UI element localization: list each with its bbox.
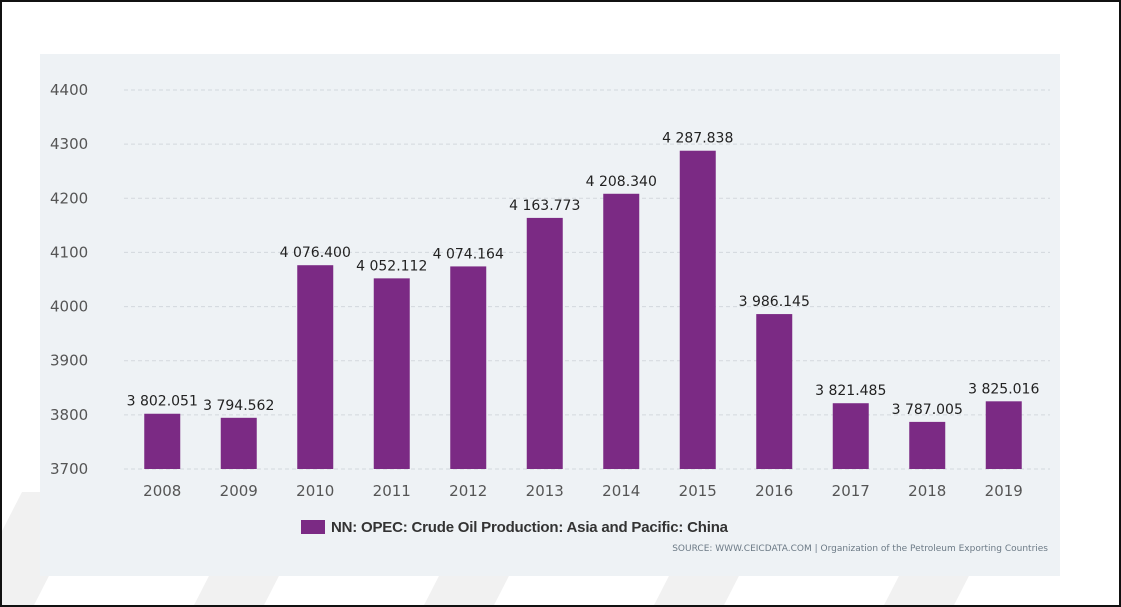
source-note: SOURCE: WWW.CEICDATA.COM | Organization … [672,544,1048,554]
y-tick-label: 4000 [50,298,88,316]
legend-label: NN: OPEC: Crude Oil Production: Asia and… [331,518,728,536]
x-tick-label: 2010 [296,482,334,500]
x-tick-label: 2013 [526,482,564,500]
legend-swatch [301,520,325,534]
y-tick-label: 3800 [50,406,88,424]
x-tick-label: 2018 [908,482,946,500]
data-label: 3 802.051 [127,394,198,410]
data-label: 4 076.400 [280,245,351,261]
chart-panel: 3700 3800 3900 4000 4100 4200 4300 4400 3 802.05… [40,54,1060,576]
x-tick-label: 2019 [985,482,1023,500]
y-tick-label: 3900 [50,352,88,370]
data-label: 4 287.838 [662,131,733,147]
bar [603,193,640,469]
data-label: 4 052.112 [356,258,427,274]
y-tick-label: 4400 [50,81,88,99]
x-tick-label: 2015 [679,482,717,500]
y-tick-label: 4300 [50,135,88,153]
y-tick-label: 4100 [50,243,88,261]
x-tick-label: 2016 [755,482,793,500]
data-label: 4 163.773 [509,198,580,214]
bar [373,278,410,469]
data-label: 3 794.562 [203,398,274,414]
bar [909,421,946,469]
bar [756,314,793,469]
bar [144,413,181,469]
data-label: 3 821.485 [815,383,886,399]
data-label: 4 208.340 [586,174,657,190]
y-tick-label: 4200 [50,189,88,207]
x-tick-label: 2011 [373,482,411,500]
bar [832,403,869,469]
legend[interactable]: NN: OPEC: Crude Oil Production: Asia and… [301,517,728,537]
data-label: 3 825.016 [968,381,1039,397]
bar [985,401,1022,469]
bar-chart: 3700 3800 3900 4000 4100 4200 4300 4400 3 802.05… [50,81,1050,500]
bar [220,417,257,469]
data-label: 3 986.145 [739,294,810,310]
x-tick-label: 2012 [449,482,487,500]
x-tick-label: 2008 [143,482,181,500]
y-tick-label: 3700 [50,460,88,478]
bar [679,150,716,469]
bar [297,265,334,469]
x-tick-label: 2009 [220,482,258,500]
x-tick-label: 2014 [602,482,640,500]
bar [526,217,563,469]
data-label: 3 787.005 [892,402,963,418]
bar [450,266,487,469]
x-tick-label: 2017 [832,482,870,500]
data-label: 4 074.164 [433,246,504,262]
